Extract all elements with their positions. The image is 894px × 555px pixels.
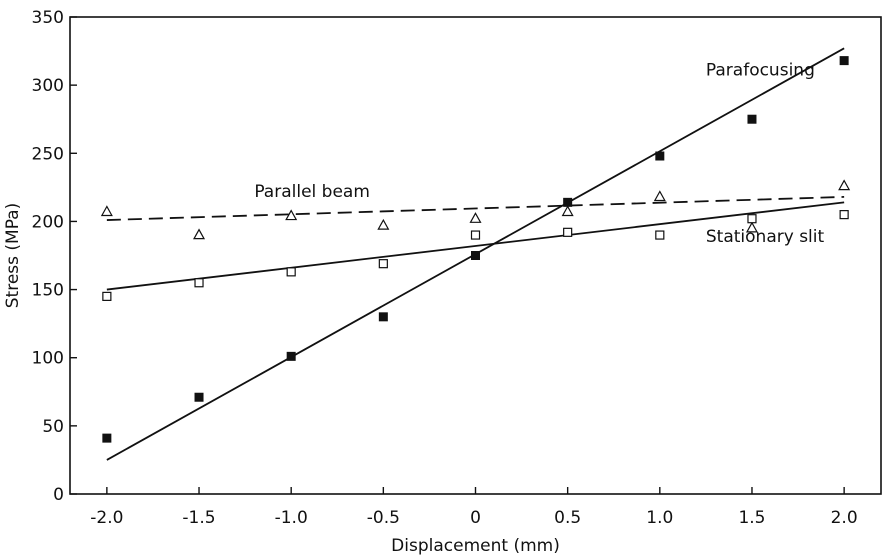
data-point [102, 291, 112, 301]
data-point [747, 214, 757, 224]
x-tick-label: -1.5 [182, 508, 215, 528]
data-point [747, 114, 757, 124]
y-tick-label: 200 [32, 212, 64, 232]
y-tick-label: 250 [32, 144, 64, 164]
x-tick-label: 2.0 [831, 508, 858, 528]
x-tick-label: 0.5 [554, 508, 581, 528]
series-annotation: Stationary slit [706, 227, 825, 247]
data-point [839, 210, 849, 220]
data-point [285, 209, 298, 221]
data-point [653, 190, 666, 202]
fit-line [106, 201, 845, 291]
data-point [194, 278, 204, 288]
fit-line [106, 195, 845, 221]
data-point [745, 221, 758, 233]
y-tick-label: 300 [32, 76, 64, 96]
x-tick-label: -2.0 [90, 508, 123, 528]
data-point [563, 227, 573, 237]
data-point [561, 205, 574, 217]
data-point [839, 56, 849, 66]
data-point [286, 351, 296, 361]
x-tick-label: -0.5 [367, 508, 400, 528]
data-point [378, 259, 388, 269]
x-tick-label: 1.0 [646, 508, 673, 528]
data-point [655, 230, 665, 240]
annotations: Parafocusing Parallel beam Stationary slit [254, 61, 824, 247]
data-points [100, 56, 851, 443]
data-point [655, 151, 665, 161]
y-tick-label: 350 [32, 8, 64, 28]
data-point [471, 251, 480, 260]
series-annotation: Parallel beam [254, 182, 370, 202]
data-point [470, 230, 481, 240]
y-tick-label: 0 [53, 485, 64, 505]
x-tick-label: 1.5 [738, 508, 765, 528]
data-point [378, 312, 388, 322]
data-point [286, 267, 296, 277]
axes: -2.0 -1.5 -1.0 -0.5 0 0.5 1.0 1.5 2.0 0 50 100 150 20… [3, 8, 882, 555]
data-point [193, 228, 206, 240]
data-point [469, 212, 482, 223]
data-point [100, 205, 113, 217]
y-tick-label: 100 [32, 349, 64, 369]
data-point [102, 433, 112, 443]
x-axis-label: Displacement (mm) [391, 536, 560, 555]
data-point [838, 179, 851, 191]
x-tick-label: -1.0 [275, 508, 308, 528]
y-tick-label: 50 [42, 417, 64, 437]
data-point [194, 392, 204, 402]
x-tick-label: 0 [470, 508, 481, 528]
series-annotation: Parafocusing [706, 61, 815, 81]
data-point [563, 197, 573, 207]
y-tick-label: 150 [32, 281, 64, 301]
y-axis-label: Stress (MPa) [3, 203, 23, 309]
data-point [377, 218, 390, 230]
